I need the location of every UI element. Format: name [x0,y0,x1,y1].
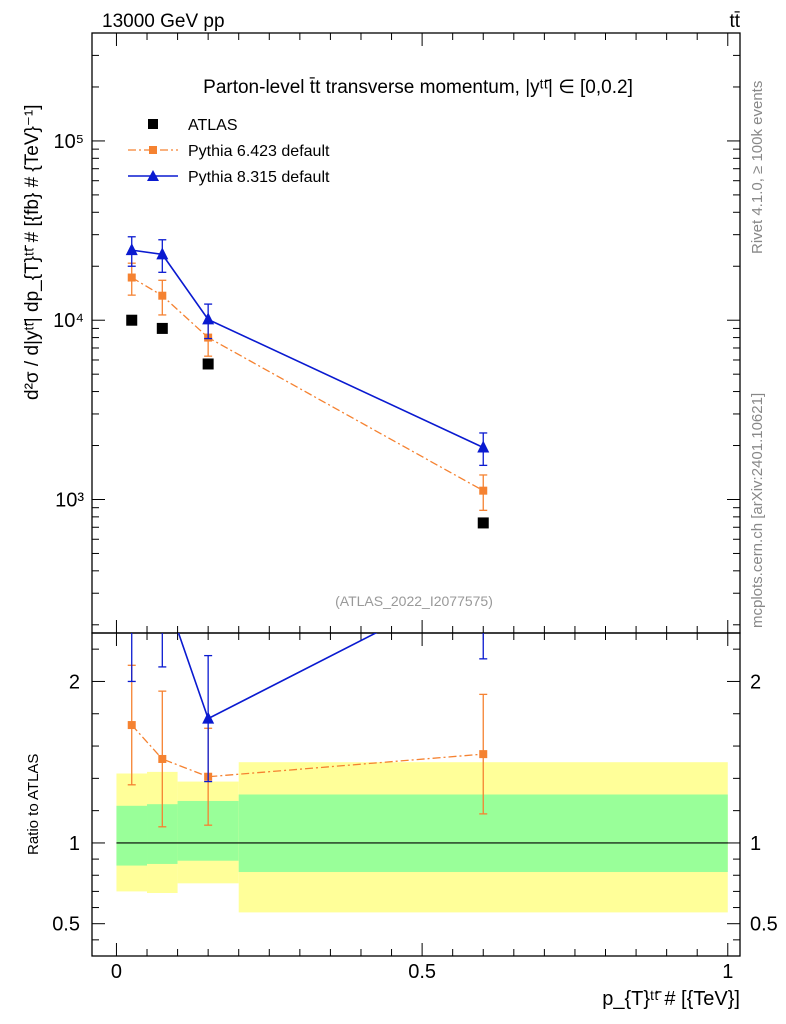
rivet-label: Rivet 4.1.0, ≥ 100k events [749,81,766,254]
top-pythia-6-423-default-line [131,276,484,492]
top-atlas-point [477,517,489,529]
legend-label-pythia6: Pythia 6.423 default [188,143,330,160]
top-pythia-6-423-default-point [127,273,136,282]
top-ytick-label: 10³ [55,489,84,511]
top-ytick-label: 10⁴ [53,310,84,332]
ratio-panel: Ratio to ATLAS p_{T}ᵗᵗ̄ # [{TeV}] 0 0.5 1 0… [25,571,778,1010]
ratio-pythia-6-423-default-point [127,721,136,730]
process-label: tt̄ [729,11,740,32]
source-label: mcplots.cern.ch [arXiv:2401.10621] [749,393,766,628]
bottom-ytick-label-right: 2 [750,671,761,693]
ratio-pythia-8-315-default-line [177,633,378,720]
legend-label-pythia8: Pythia 8.315 default [188,169,330,186]
legend-label-atlas: ATLAS [188,117,238,134]
bottom-ytick-label-left: 2 [69,671,80,693]
ratio-xlabel: p_{T}ᵗᵗ̄ # [{TeV}] [602,988,740,1010]
top-pythia-8-315-default-point [477,440,490,453]
top-pythia-8-315-default-point [202,312,215,325]
top-atlas-point [202,358,214,370]
bottom-xtick-label: 1 [722,961,733,983]
legend-item-atlas: ATLAS [148,117,238,134]
ratio-ylabel: Ratio to ATLAS [25,754,42,855]
legend: ATLAS Pythia 6.423 default Pythia 8.315 … [128,117,330,186]
legend-marker-pythia6 [149,146,157,154]
ratio-pythia-8-315-default-point [156,579,168,591]
top-pythia-6-423-default-point [479,486,488,495]
bottom-ytick-label-right: 0.5 [750,914,778,936]
energy-label: 13000 GeV pp [102,11,225,32]
chart-title: Parton-level t̄t transverse momentum, |y… [203,77,633,98]
legend-marker-pythia8 [147,170,159,181]
top-series-group [125,236,490,529]
top-pythia-8-315-default-line [131,249,484,449]
legend-item-pythia6: Pythia 6.423 default [128,143,330,160]
ratio-pythia-6-423-default-point [479,750,488,759]
ratio-series-group [126,571,489,828]
bottom-frame [91,632,741,957]
bottom-ytick-label-left: 0.5 [52,914,80,936]
ratio-pythia-8-315-default-point [126,600,138,612]
top-ytick-label: 10⁵ [53,131,84,153]
legend-item-pythia8: Pythia 8.315 default [128,169,330,186]
bottom-ytick-label-right: 1 [750,833,761,855]
top-ylabel: d²σ / d|yᵗᵗ̄| dp_{T}ᵗᵗ̄ # [{fb} # {TeV}⁻… [22,104,43,400]
top-atlas-point [126,314,138,326]
ratio-pythia-8-315-default-point [202,711,215,724]
top-atlas-point [156,322,168,334]
ratio-pythia-8-315-default-point [477,571,489,583]
ratio-pythia-6-423-default-line [131,724,484,778]
top-pythia-6-423-default-point [158,291,167,300]
top-pythia-8-315-default-point [125,243,138,256]
analysis-label: (ATLAS_2022_I2077575) [335,593,493,609]
top-pythia-8-315-default-point [156,247,169,260]
bottom-xtick-label: 0.5 [408,961,436,983]
main-panel: d²σ / d|yᵗᵗ̄| dp_{T}ᵗᵗ̄ # [{fb} # {TeV}⁻… [22,32,741,634]
bottom-xtick-label: 0 [111,961,122,983]
legend-marker-atlas [148,119,158,129]
ratio-pythia-6-423-default-point [158,754,167,763]
uncertainty-band-green [116,805,148,866]
bottom-ytick-label-left: 1 [69,833,80,855]
